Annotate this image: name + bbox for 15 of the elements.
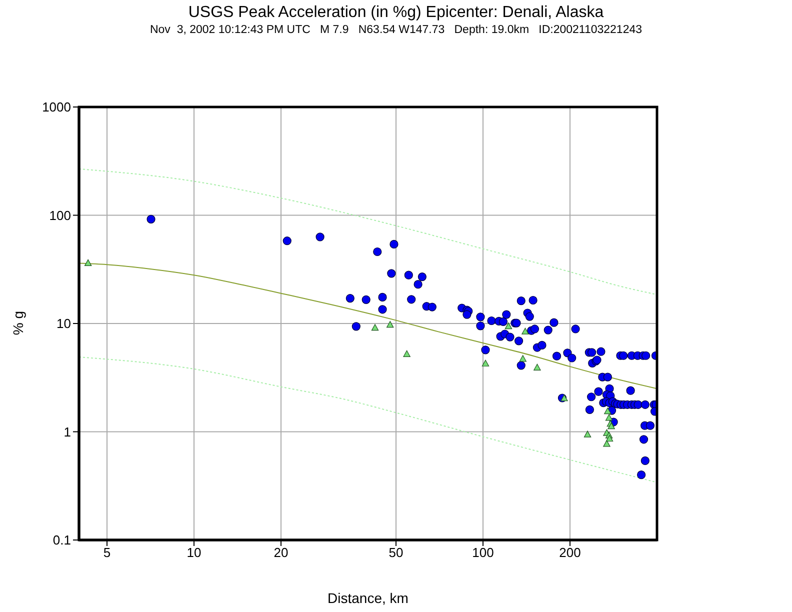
y-tick-label: 1 bbox=[64, 424, 71, 440]
y-tick-label: 10 bbox=[56, 316, 71, 332]
x-tick-label: 10 bbox=[186, 545, 202, 560]
chart-title: USGS Peak Acceleration (in %g) Epicenter: Denali, Alaska bbox=[187, 4, 605, 22]
x-tick-label: 20 bbox=[274, 545, 288, 560]
y-tick-label: 0.1 bbox=[52, 532, 71, 548]
y-tick-label: 100 bbox=[49, 208, 71, 223]
x-axis-title: Distance, km bbox=[326, 590, 410, 606]
x-tick-label: 50 bbox=[388, 545, 404, 560]
chart-subtitle: Nov 3, 2002 10:12:43 PM UTC M 7.9 N63.54 W147.73 Depth: 19.0km ID:20021103221243 bbox=[148, 24, 644, 36]
y-tick-label: 1000 bbox=[42, 100, 71, 115]
x-tick-label: 100 bbox=[472, 545, 494, 560]
y-axis-title: % g bbox=[10, 309, 26, 337]
x-tick-label: 5 bbox=[103, 545, 111, 560]
x-tick-label: 200 bbox=[559, 545, 581, 560]
